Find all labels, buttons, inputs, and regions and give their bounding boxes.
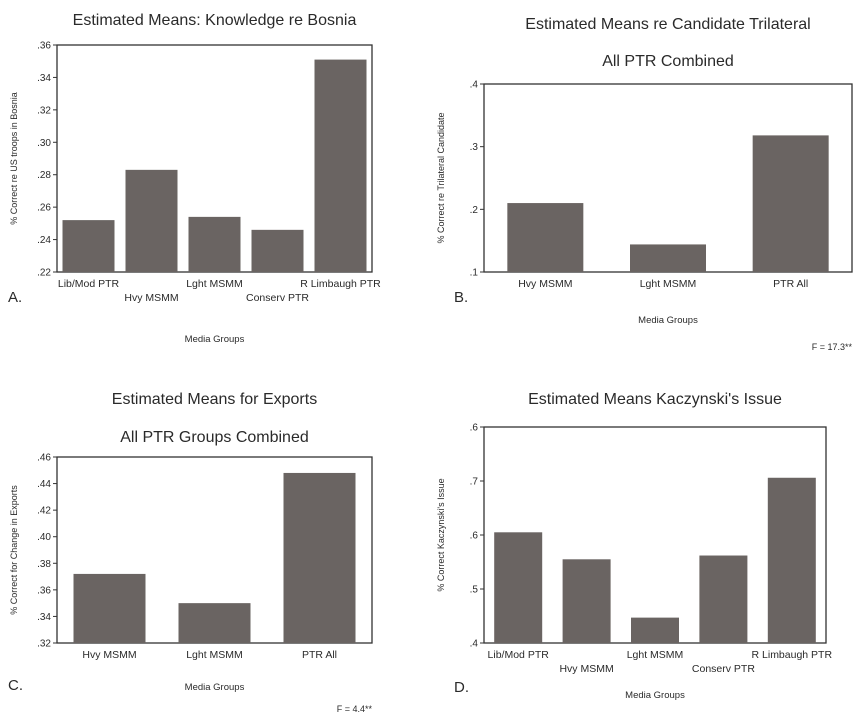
x-category-label: Lght MSMM — [186, 278, 243, 290]
y-tick-label: .6 — [470, 531, 479, 542]
bar — [62, 220, 115, 272]
y-tick-label: .4 — [470, 639, 479, 650]
y-tick-label: .1 — [470, 268, 479, 279]
panel-letter: B. — [454, 289, 468, 306]
chart-title-4: Estimated Means Kaczynski's Issue — [528, 391, 782, 408]
bar — [631, 617, 679, 643]
x-category-label: Hvy MSMM — [559, 663, 613, 675]
y-tick-label: .24 — [37, 235, 51, 246]
x-category-label: Conserv PTR — [692, 663, 755, 675]
y-tick-label: .44 — [37, 479, 51, 490]
bar — [699, 555, 748, 643]
bar — [125, 169, 178, 272]
y-tick-label: .4 — [470, 80, 479, 91]
y-tick-label: .22 — [37, 268, 51, 279]
bar — [767, 477, 816, 643]
bar — [507, 203, 584, 272]
y-tick-label: .32 — [37, 639, 51, 650]
y-tick-label: .2 — [470, 205, 479, 216]
x-category-label: PTR All — [773, 278, 808, 290]
x-category-label: Lght MSMM — [186, 649, 243, 661]
y-tick-label: .7 — [470, 477, 479, 488]
y-tick-label: .32 — [37, 105, 51, 116]
panel-letter: C. — [8, 677, 23, 694]
bar — [562, 559, 611, 643]
y-tick-label: .3 — [470, 142, 479, 153]
y-tick-label: .5 — [470, 585, 479, 596]
chart-subtitle-3: All PTR Groups Combined — [120, 429, 309, 446]
x-category-label: Conserv PTR — [246, 292, 309, 304]
y-axis-label: % Correct for Change in Exports — [9, 485, 19, 615]
y-tick-label: .40 — [37, 532, 51, 543]
chart-title-1: Estimated Means: Knowledge re Bosnia — [73, 12, 357, 29]
y-tick-label: .26 — [37, 203, 51, 214]
chart-title-2: Estimated Means re Candidate Trilateral — [525, 16, 810, 33]
x-category-label: Lght MSMM — [627, 649, 684, 661]
y-tick-label: .46 — [37, 453, 51, 464]
bar — [73, 573, 146, 643]
panel-letter: D. — [454, 679, 469, 696]
f-statistic: F = 4.4** — [337, 704, 373, 714]
y-tick-label: .42 — [37, 506, 51, 517]
x-axis-label: Media Groups — [625, 690, 685, 701]
bar — [314, 59, 367, 272]
y-tick-label: .34 — [37, 73, 51, 84]
bar — [178, 603, 251, 643]
x-category-label: Hvy MSMM — [124, 292, 178, 304]
x-axis-label: Media Groups — [185, 682, 245, 693]
bar — [283, 472, 356, 643]
x-category-label: Hvy MSMM — [518, 278, 572, 290]
y-tick-label: .34 — [37, 612, 51, 623]
x-category-label: Lght MSMM — [640, 278, 697, 290]
y-tick-label: .6 — [470, 423, 479, 434]
y-tick-label: .30 — [37, 138, 51, 149]
chart-subtitle-2: All PTR Combined — [602, 53, 734, 70]
bar — [251, 229, 304, 272]
bar — [494, 532, 543, 643]
bar — [630, 244, 706, 272]
x-category-label: Lib/Mod PTR — [488, 649, 550, 661]
y-axis-label: % Correct re Trilateral Candidate — [436, 112, 446, 243]
x-axis-label: Media Groups — [638, 315, 698, 326]
x-category-label: PTR All — [302, 649, 337, 661]
chart-title-3: Estimated Means for Exports — [112, 391, 317, 408]
y-tick-label: .38 — [37, 559, 51, 570]
x-category-label: Lib/Mod PTR — [58, 278, 120, 290]
x-axis-label: Media Groups — [185, 334, 245, 345]
x-category-label: R Limbaugh PTR — [752, 649, 833, 661]
f-statistic: F = 17.3** — [812, 342, 853, 352]
y-axis-label: % Correct Kaczynski's Issue — [436, 478, 446, 591]
x-category-label: Hvy MSMM — [82, 649, 136, 661]
bar — [752, 135, 829, 272]
y-tick-label: .36 — [37, 41, 51, 52]
x-category-label: R Limbaugh PTR — [300, 278, 381, 290]
y-axis-label: % Correct re US troops in Bosnia — [9, 92, 19, 225]
y-tick-label: .36 — [37, 585, 51, 596]
bar — [188, 216, 241, 272]
panel-letter: A. — [8, 289, 22, 306]
y-tick-label: .28 — [37, 170, 51, 181]
